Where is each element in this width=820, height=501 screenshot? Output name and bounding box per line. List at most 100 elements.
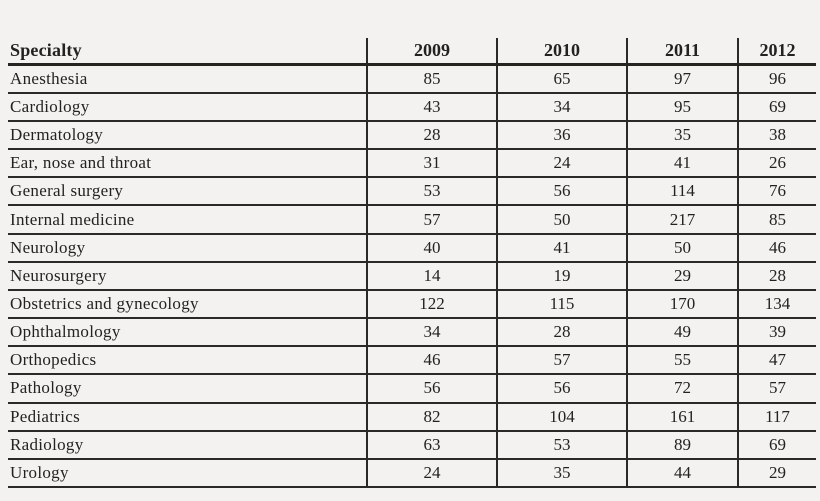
table-row: Ear, nose and throat 31 24 41 26: [8, 149, 816, 179]
specialty-cell: Cardiology: [8, 92, 367, 122]
value-cell: 19: [496, 261, 627, 291]
specialty-year-table: Specialty 2009 2010 2011 2012 Anesthesia…: [8, 38, 816, 489]
value-cell: 41: [496, 233, 627, 263]
value-cell: 104: [496, 402, 627, 432]
table-row: Urology 24 35 44 29: [8, 458, 816, 489]
value-cell: 89: [626, 430, 738, 460]
value-cell: 57: [496, 346, 627, 376]
table-row: Obstetrics and gynecology 122 115 170 134: [8, 289, 816, 320]
value-cell: 14: [366, 261, 497, 291]
value-cell: 95: [626, 92, 738, 122]
value-cell: 41: [626, 149, 738, 179]
specialty-cell: Anesthesia: [8, 64, 367, 94]
value-cell: 24: [496, 149, 627, 179]
value-cell: 96: [737, 64, 816, 94]
value-cell: 114: [626, 177, 738, 207]
specialty-cell: Internal medicine: [8, 205, 367, 235]
header-year-2009: 2009: [366, 38, 497, 66]
value-cell: 28: [496, 318, 627, 348]
specialty-cell: General surgery: [8, 177, 367, 207]
value-cell: 24: [366, 458, 497, 489]
value-cell: 35: [496, 458, 627, 489]
header-year-2012: 2012: [737, 38, 816, 66]
table-row: Pediatrics 82 104 161 117: [8, 402, 816, 432]
value-cell: 57: [737, 374, 816, 404]
value-cell: 122: [366, 289, 497, 320]
header-year-2010: 2010: [496, 38, 627, 66]
specialty-cell: Obstetrics and gynecology: [8, 289, 367, 320]
value-cell: 29: [626, 261, 738, 291]
table-row: Internal medicine 57 50 217 85: [8, 205, 816, 235]
value-cell: 65: [496, 64, 627, 94]
table-row: General surgery 53 56 114 76: [8, 177, 816, 207]
value-cell: 55: [626, 346, 738, 376]
value-cell: 28: [366, 120, 497, 151]
specialty-cell: Neurosurgery: [8, 261, 367, 291]
value-cell: 217: [626, 205, 738, 235]
table-row: Radiology 63 53 89 69: [8, 430, 816, 460]
value-cell: 161: [626, 402, 738, 432]
specialty-cell: Pediatrics: [8, 402, 367, 432]
value-cell: 46: [737, 233, 816, 263]
table-row: Neurology 40 41 50 46: [8, 233, 816, 263]
value-cell: 85: [737, 205, 816, 235]
specialty-cell: Ear, nose and throat: [8, 149, 367, 179]
value-cell: 53: [496, 430, 627, 460]
table-row: Dermatology 28 36 35 38: [8, 120, 816, 151]
value-cell: 44: [626, 458, 738, 489]
value-cell: 47: [737, 346, 816, 376]
value-cell: 26: [737, 149, 816, 179]
specialty-cell: Ophthalmology: [8, 318, 367, 348]
table-row: Pathology 56 56 72 57: [8, 374, 816, 404]
value-cell: 82: [366, 402, 497, 432]
value-cell: 57: [366, 205, 497, 235]
value-cell: 63: [366, 430, 497, 460]
header-row: Specialty 2009 2010 2011 2012: [8, 38, 816, 66]
table-header: Specialty 2009 2010 2011 2012: [8, 38, 816, 66]
table-row: Ophthalmology 34 28 49 39: [8, 318, 816, 348]
header-year-2011: 2011: [626, 38, 738, 66]
header-specialty: Specialty: [8, 38, 367, 66]
value-cell: 85: [366, 64, 497, 94]
value-cell: 31: [366, 149, 497, 179]
specialty-cell: Neurology: [8, 233, 367, 263]
value-cell: 97: [626, 64, 738, 94]
value-cell: 39: [737, 318, 816, 348]
table-row: Cardiology 43 34 95 69: [8, 92, 816, 122]
value-cell: 35: [626, 120, 738, 151]
value-cell: 28: [737, 261, 816, 291]
table-row: Orthopedics 46 57 55 47: [8, 346, 816, 376]
value-cell: 117: [737, 402, 816, 432]
value-cell: 50: [496, 205, 627, 235]
value-cell: 34: [366, 318, 497, 348]
value-cell: 49: [626, 318, 738, 348]
specialty-cell: Urology: [8, 458, 367, 489]
value-cell: 134: [737, 289, 816, 320]
specialty-cell: Orthopedics: [8, 346, 367, 376]
value-cell: 69: [737, 92, 816, 122]
value-cell: 76: [737, 177, 816, 207]
value-cell: 34: [496, 92, 627, 122]
value-cell: 46: [366, 346, 497, 376]
value-cell: 69: [737, 430, 816, 460]
value-cell: 170: [626, 289, 738, 320]
value-cell: 56: [496, 374, 627, 404]
table-row: Anesthesia 85 65 97 96: [8, 64, 816, 94]
value-cell: 50: [626, 233, 738, 263]
value-cell: 29: [737, 458, 816, 489]
specialty-cell: Dermatology: [8, 120, 367, 151]
table-body: Anesthesia 85 65 97 96 Cardiology 43 34 95 69 Derm…: [8, 64, 816, 489]
specialty-cell: Pathology: [8, 374, 367, 404]
specialty-cell: Radiology: [8, 430, 367, 460]
value-cell: 72: [626, 374, 738, 404]
value-cell: 115: [496, 289, 627, 320]
value-cell: 53: [366, 177, 497, 207]
value-cell: 36: [496, 120, 627, 151]
table-row: Neurosurgery 14 19 29 28: [8, 261, 816, 291]
value-cell: 43: [366, 92, 497, 122]
value-cell: 56: [366, 374, 497, 404]
value-cell: 38: [737, 120, 816, 151]
value-cell: 40: [366, 233, 497, 263]
value-cell: 56: [496, 177, 627, 207]
